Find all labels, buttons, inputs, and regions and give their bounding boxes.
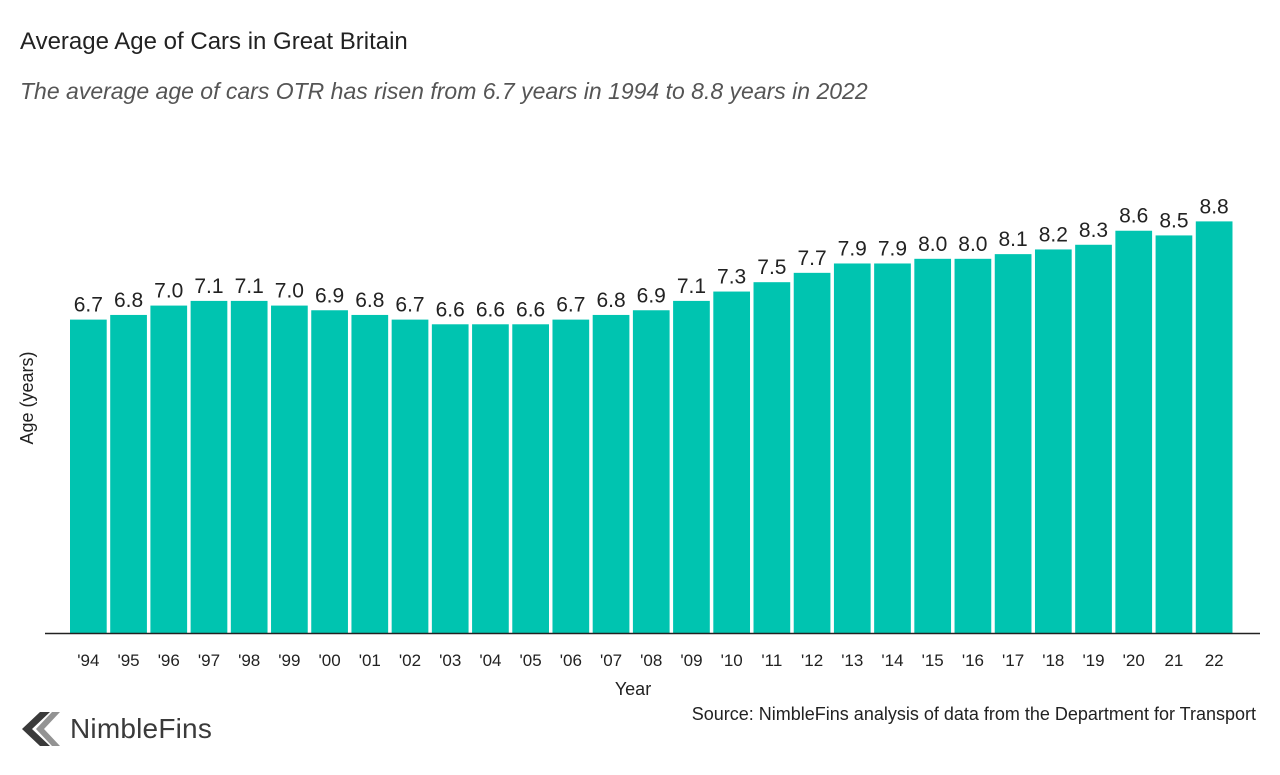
x-tick-label-3: '97 bbox=[198, 651, 220, 670]
x-tick-label-28: 22 bbox=[1205, 651, 1224, 670]
value-label-14: 6.9 bbox=[637, 284, 666, 307]
x-tick-label-7: '01 bbox=[359, 651, 381, 670]
bar-0 bbox=[70, 319, 107, 633]
x-tick-label-19: '13 bbox=[841, 651, 863, 670]
x-tick-label-27: 21 bbox=[1164, 651, 1183, 670]
bar-14 bbox=[632, 310, 670, 633]
bar-chart: 6.7 6.8 7.0 7.1 7.1 7.0 6.9 6.8 6.7 6.6 6.6 6.6 6.7 6… bbox=[17, 195, 1260, 699]
bar-3 bbox=[190, 300, 228, 633]
x-tick-label-11: '05 bbox=[520, 651, 542, 670]
x-tick-label-1: '95 bbox=[117, 651, 139, 670]
x-tick-label-20: '14 bbox=[881, 651, 903, 670]
bar-26 bbox=[1115, 230, 1153, 634]
bar-17 bbox=[753, 282, 791, 633]
bar-11 bbox=[512, 324, 549, 633]
x-axis-label: Year bbox=[615, 679, 651, 699]
value-label-18: 7.7 bbox=[797, 247, 826, 270]
source-note: Source: NimbleFins analysis of data from… bbox=[691, 704, 1256, 724]
x-tick-label-17: '11 bbox=[761, 651, 782, 670]
x-tick-label-5: '99 bbox=[278, 651, 300, 670]
x-tick-label-26: '20 bbox=[1123, 651, 1145, 670]
x-tick-label-18: '12 bbox=[801, 651, 823, 670]
bar-23 bbox=[994, 254, 1032, 633]
x-tick-label-12: '06 bbox=[560, 651, 582, 670]
bar-28 bbox=[1195, 221, 1233, 633]
value-label-28: 8.8 bbox=[1200, 195, 1229, 218]
value-label-25: 8.3 bbox=[1079, 219, 1108, 242]
bar-4 bbox=[230, 300, 268, 633]
bar-10 bbox=[472, 324, 509, 633]
value-label-16: 7.3 bbox=[717, 266, 746, 289]
value-label-0: 6.7 bbox=[74, 294, 103, 317]
value-label-3: 7.1 bbox=[194, 275, 223, 298]
value-label-22: 8.0 bbox=[958, 233, 987, 256]
bar-12 bbox=[552, 319, 590, 633]
bar-1 bbox=[110, 314, 147, 633]
value-label-24: 8.2 bbox=[1039, 223, 1068, 246]
value-label-23: 8.1 bbox=[999, 228, 1028, 251]
chevron-left-logo-icon bbox=[22, 712, 60, 746]
bar-22 bbox=[954, 258, 992, 633]
logo-text: NimbleFins bbox=[70, 713, 213, 744]
value-label-1: 6.8 bbox=[114, 289, 143, 312]
x-tick-label-13: '07 bbox=[600, 651, 622, 670]
value-label-5: 7.0 bbox=[275, 280, 304, 303]
bar-15 bbox=[673, 300, 710, 633]
value-label-11: 6.6 bbox=[516, 298, 545, 321]
x-tick-label-15: '09 bbox=[680, 651, 702, 670]
bar-27 bbox=[1155, 235, 1193, 634]
value-label-13: 6.8 bbox=[596, 289, 625, 312]
bar-24 bbox=[1034, 249, 1072, 633]
x-tick-label-2: '96 bbox=[158, 651, 180, 670]
x-tick-label-0: '94 bbox=[77, 651, 99, 670]
x-tick-label-6: '00 bbox=[319, 651, 341, 670]
bar-8 bbox=[391, 319, 429, 633]
value-label-4: 7.1 bbox=[235, 275, 264, 298]
value-label-27: 8.5 bbox=[1159, 209, 1188, 232]
bar-19 bbox=[833, 263, 871, 633]
x-tick-label-10: '04 bbox=[479, 651, 501, 670]
bars-group bbox=[70, 221, 1233, 634]
bar-16 bbox=[713, 291, 751, 633]
bar-6 bbox=[311, 310, 348, 633]
value-label-7: 6.8 bbox=[355, 289, 384, 312]
value-label-9: 6.6 bbox=[436, 298, 465, 321]
x-tick-label-14: '08 bbox=[640, 651, 662, 670]
x-tick-label-23: '17 bbox=[1002, 651, 1024, 670]
chart-title: Average Age of Cars in Great Britain bbox=[20, 28, 408, 55]
x-tick-label-8: '02 bbox=[399, 651, 421, 670]
bar-2 bbox=[150, 305, 188, 633]
value-label-2: 7.0 bbox=[154, 280, 183, 303]
x-tick-label-25: '19 bbox=[1082, 651, 1104, 670]
x-tick-label-9: '03 bbox=[439, 651, 461, 670]
value-label-21: 8.0 bbox=[918, 233, 947, 256]
x-tick-label-21: '15 bbox=[922, 651, 944, 670]
value-label-20: 7.9 bbox=[878, 237, 907, 260]
value-label-10: 6.6 bbox=[476, 298, 505, 321]
bar-21 bbox=[914, 258, 952, 633]
value-label-15: 7.1 bbox=[677, 275, 706, 298]
bar-20 bbox=[874, 263, 911, 633]
bar-25 bbox=[1075, 244, 1112, 633]
value-label-6: 6.9 bbox=[315, 284, 344, 307]
value-label-26: 8.6 bbox=[1119, 205, 1148, 228]
x-tick-label-22: '16 bbox=[962, 651, 984, 670]
bar-5 bbox=[271, 305, 308, 633]
x-tick-label-24: '18 bbox=[1042, 651, 1064, 670]
bar-18 bbox=[793, 272, 831, 633]
y-axis-label: Age (years) bbox=[17, 351, 37, 444]
value-label-12: 6.7 bbox=[556, 294, 585, 317]
value-label-19: 7.9 bbox=[838, 237, 867, 260]
nimblefins-logo: NimbleFins bbox=[20, 712, 212, 746]
bar-7 bbox=[351, 314, 389, 633]
x-tick-label-4: '98 bbox=[238, 651, 260, 670]
x-tick-label-16: '10 bbox=[721, 651, 743, 670]
x-tick-labels-group: '94 '95 '96 '97 '98 '99 '00 '01 '02 '03 '04 '05 '06 '… bbox=[77, 651, 1223, 670]
value-label-17: 7.5 bbox=[757, 256, 786, 279]
chart-subtitle: The average age of cars OTR has risen fr… bbox=[20, 78, 868, 104]
bar-9 bbox=[431, 324, 469, 633]
value-labels-group: 6.7 6.8 7.0 7.1 7.1 7.0 6.9 6.8 6.7 6.6 6.6 6.6 6.7 6… bbox=[74, 195, 1229, 321]
value-label-8: 6.7 bbox=[395, 294, 424, 317]
bar-13 bbox=[592, 314, 630, 633]
